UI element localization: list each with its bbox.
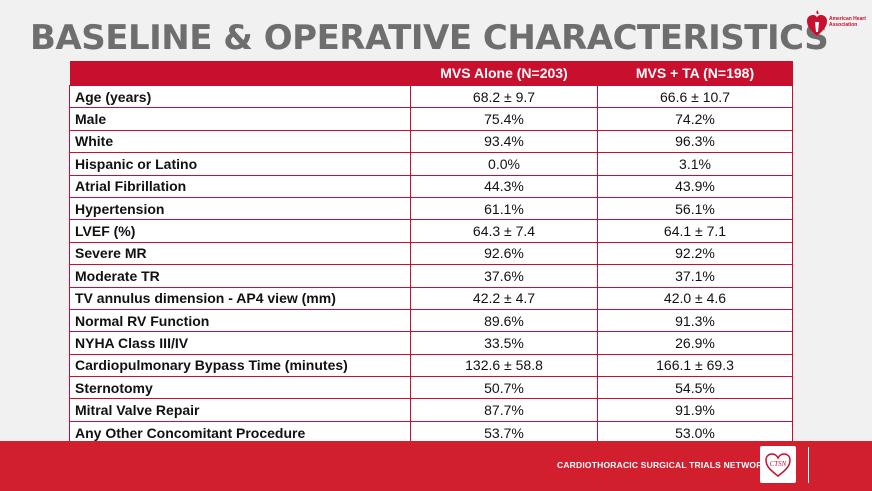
cell-mvs-ta: 43.9% (597, 174, 793, 198)
row-label: TV annulus dimension - AP4 view (mm) (69, 286, 411, 310)
cell-mvs-ta: 66.6 ± 10.7 (597, 84, 793, 109)
heart-outline-icon: CTSN (765, 453, 791, 477)
table-row: White 93.4% 96.3% (69, 129, 793, 154)
cell-mvs-ta: 56.1% (597, 196, 793, 221)
table-row: Hypertension 61.1% 56.1% (69, 196, 793, 221)
row-label: Atrial Fibrillation (69, 174, 411, 198)
table-row: Moderate TR 37.6% 37.1% (69, 264, 793, 288)
footer-bar: CARDIOTHORACIC SURGICAL TRIALS NETWORK C… (0, 441, 872, 491)
table-row: LVEF (%) 64.3 ± 7.4 64.1 ± 7.1 (69, 219, 793, 243)
table-row: Atrial Fibrillation 44.3% 43.9% (69, 174, 793, 198)
cell-mvs-alone: 87.7% (410, 398, 598, 422)
header-mvs-ta: MVS + TA (N=198) (597, 61, 793, 86)
row-label: NYHA Class III/IV (69, 331, 411, 355)
slide-title: BASELINE & OPERATIVE CHARACTERISTICS (30, 18, 829, 58)
characteristics-table: MVS Alone (N=203) MVS + TA (N=198) Age (… (69, 61, 793, 445)
cell-mvs-alone: 44.3% (410, 174, 598, 198)
cell-mvs-ta: 3.1% (597, 152, 793, 176)
cell-mvs-alone: 61.1% (410, 196, 598, 221)
cell-mvs-alone: 50.7% (410, 376, 598, 400)
header-characteristic (69, 61, 411, 86)
cell-mvs-alone: 64.3 ± 7.4 (410, 219, 598, 243)
cell-mvs-alone: 0.0% (410, 152, 598, 176)
cell-mvs-ta: 26.9% (597, 331, 793, 355)
cell-mvs-ta: 64.1 ± 7.1 (597, 219, 793, 243)
row-label: Cardiopulmonary Bypass Time (minutes) (69, 353, 411, 378)
row-label: Hispanic or Latino (69, 152, 411, 176)
cell-mvs-ta: 91.9% (597, 398, 793, 422)
cell-mvs-alone: 92.6% (410, 241, 598, 266)
table-row: Sternotomy 50.7% 54.5% (69, 376, 793, 400)
table-row: Cardiopulmonary Bypass Time (minutes) 13… (69, 353, 793, 378)
cell-mvs-ta: 54.5% (597, 376, 793, 400)
table-header-row: MVS Alone (N=203) MVS + TA (N=198) (69, 61, 793, 86)
ctsn-logo: CTSN (760, 446, 796, 483)
cell-mvs-alone: 68.2 ± 9.7 (410, 84, 598, 109)
cell-mvs-alone: 33.5% (410, 331, 598, 355)
header-mvs-alone: MVS Alone (N=203) (410, 61, 598, 86)
row-label: Moderate TR (69, 264, 411, 288)
table-row: Any Other Concomitant Procedure 53.7% 53… (69, 420, 793, 445)
cell-mvs-ta: 53.0% (597, 420, 793, 445)
cell-mvs-alone: 37.6% (410, 264, 598, 288)
cell-mvs-alone: 132.6 ± 58.8 (410, 353, 598, 378)
cell-mvs-ta: 74.2% (597, 107, 793, 131)
aha-logo: American Heart Association (806, 10, 868, 38)
table-row: Hispanic or Latino 0.0% 3.1% (69, 152, 793, 176)
table-row: Male 75.4% 74.2% (69, 107, 793, 131)
row-label: Mitral Valve Repair (69, 398, 411, 422)
footer-network-name: CARDIOTHORACIC SURGICAL TRIALS NETWORK (557, 460, 769, 470)
cell-mvs-ta: 37.1% (597, 264, 793, 288)
cell-mvs-ta: 96.3% (597, 129, 793, 154)
table-row: TV annulus dimension - AP4 view (mm) 42.… (69, 286, 793, 310)
cell-mvs-alone: 93.4% (410, 129, 598, 154)
cell-mvs-ta: 91.3% (597, 308, 793, 333)
heart-torch-icon (807, 10, 827, 36)
table-row: Severe MR 92.6% 92.2% (69, 241, 793, 266)
cell-mvs-alone: 53.7% (410, 420, 598, 445)
row-label: Severe MR (69, 241, 411, 266)
row-label: Any Other Concomitant Procedure (69, 420, 411, 445)
row-label: White (69, 129, 411, 154)
cell-mvs-ta: 166.1 ± 69.3 (597, 353, 793, 378)
ctsn-logo-text: CTSN (770, 460, 787, 468)
table-row: Age (years) 68.2 ± 9.7 66.6 ± 10.7 (69, 84, 793, 109)
table-row: Mitral Valve Repair 87.7% 91.9% (69, 398, 793, 422)
cell-mvs-ta: 42.0 ± 4.6 (597, 286, 793, 310)
row-label: Sternotomy (69, 376, 411, 400)
row-label: LVEF (%) (69, 219, 411, 243)
row-label: Male (69, 107, 411, 131)
row-label: Normal RV Function (69, 308, 411, 333)
row-label: Hypertension (69, 196, 411, 221)
cell-mvs-alone: 89.6% (410, 308, 598, 333)
row-label: Age (years) (69, 84, 411, 109)
footer-divider (808, 447, 809, 483)
cell-mvs-alone: 42.2 ± 4.7 (410, 286, 598, 310)
aha-wordmark: American Heart Association (829, 16, 866, 28)
table-row: NYHA Class III/IV 33.5% 26.9% (69, 331, 793, 355)
cell-mvs-ta: 92.2% (597, 241, 793, 266)
table-row: Normal RV Function 89.6% 91.3% (69, 308, 793, 333)
cell-mvs-alone: 75.4% (410, 107, 598, 131)
